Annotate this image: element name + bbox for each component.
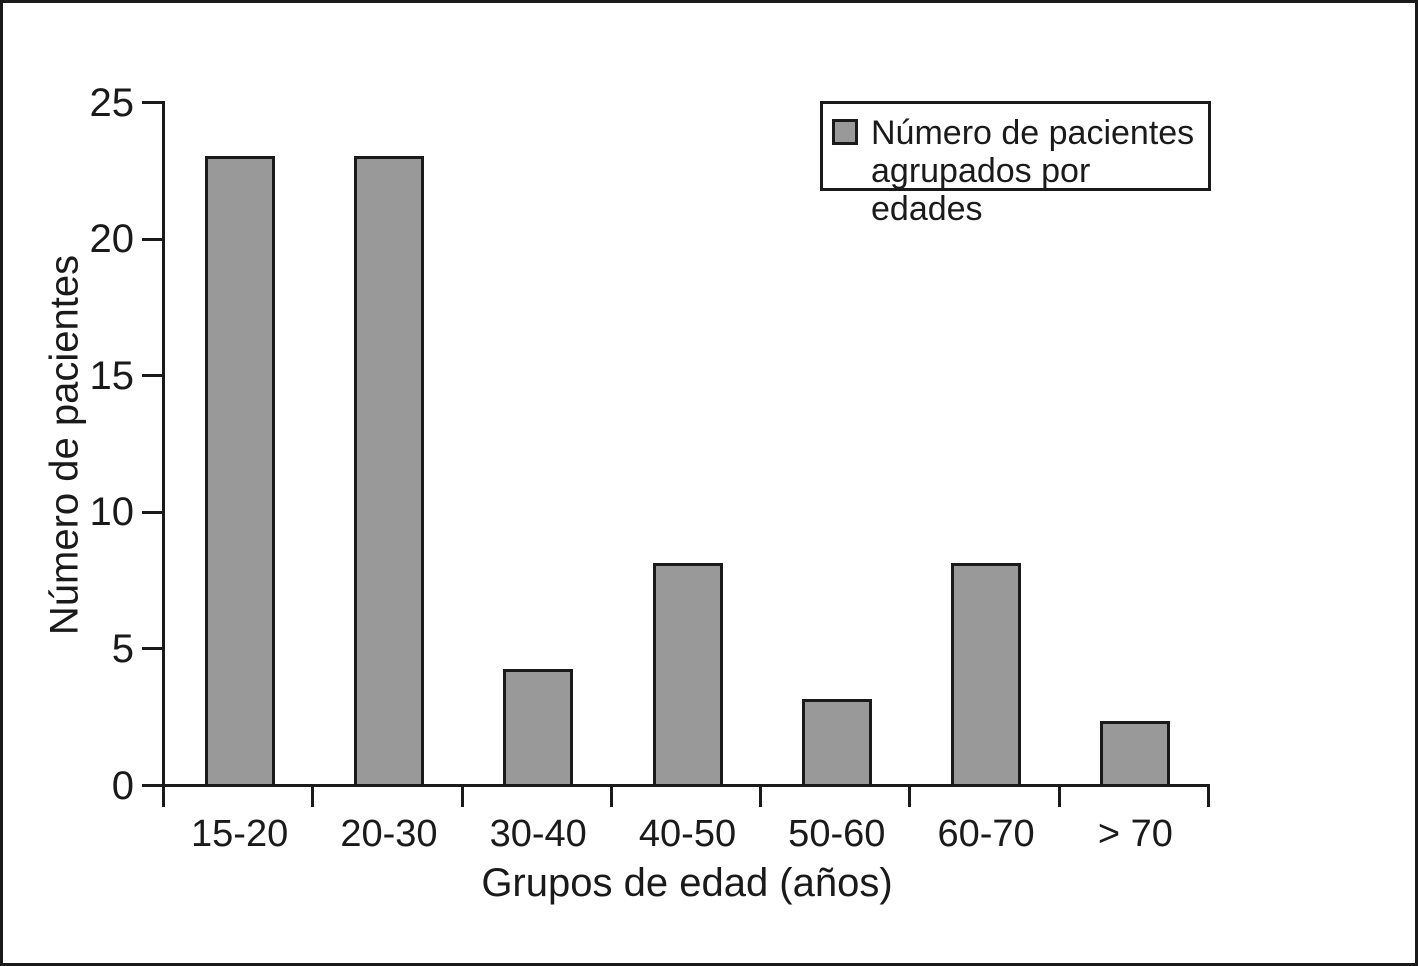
legend-label: Número de pacientes agrupados por edades [871, 114, 1208, 228]
y-tick-label: 10 [89, 490, 135, 535]
bar-40-50 [652, 562, 723, 787]
x-tick-mark [759, 787, 763, 807]
bar-15-20 [204, 155, 275, 787]
y-tick-mark [142, 374, 162, 378]
x-category-label: 60-70 [937, 813, 1035, 855]
y-tick-mark [142, 784, 162, 787]
y-tick-mark [142, 647, 162, 651]
x-tick-mark [311, 787, 315, 807]
x-category-label: 15-20 [191, 813, 289, 855]
x-tick-mark [1057, 787, 1061, 807]
x-category-label: 20-30 [340, 813, 438, 855]
x-tick-mark [609, 787, 613, 807]
bar-20-30 [353, 155, 424, 787]
y-tick-label: 0 [111, 763, 134, 808]
legend-swatch-icon [832, 119, 858, 145]
y-tick-label: 15 [89, 353, 135, 398]
x-tick-mark [162, 787, 165, 807]
y-tick-label: 5 [111, 626, 134, 671]
legend-label-line-1: Número de pacientes [871, 114, 1195, 152]
y-tick-mark [142, 101, 162, 104]
bar-60-70 [951, 562, 1022, 787]
y-tick-mark [142, 237, 162, 241]
x-tick-mark [460, 787, 464, 807]
x-category-label: 30-40 [489, 813, 587, 855]
y-tick-label: 20 [89, 217, 135, 262]
bar-50-60 [801, 699, 872, 787]
x-category-label: > 70 [1097, 813, 1173, 855]
x-axis-title: Grupos de edad (años) [481, 861, 893, 905]
bar--70 [1100, 721, 1171, 787]
y-axis-line [162, 101, 165, 807]
y-tick-label: 25 [89, 80, 135, 125]
x-category-label: 40-50 [638, 813, 737, 855]
x-category-label: 50-60 [788, 813, 886, 855]
legend-box: Número de pacientes agrupados por edades [820, 101, 1211, 228]
y-tick-mark [142, 510, 162, 514]
y-axis-title: Número de pacientes [42, 254, 87, 636]
x-tick-mark [908, 787, 912, 807]
x-tick-mark [1207, 787, 1210, 807]
bar-30-40 [503, 669, 574, 787]
legend-label-line-2: agrupados por edades [871, 152, 1091, 228]
x-axis-line [142, 784, 1210, 787]
